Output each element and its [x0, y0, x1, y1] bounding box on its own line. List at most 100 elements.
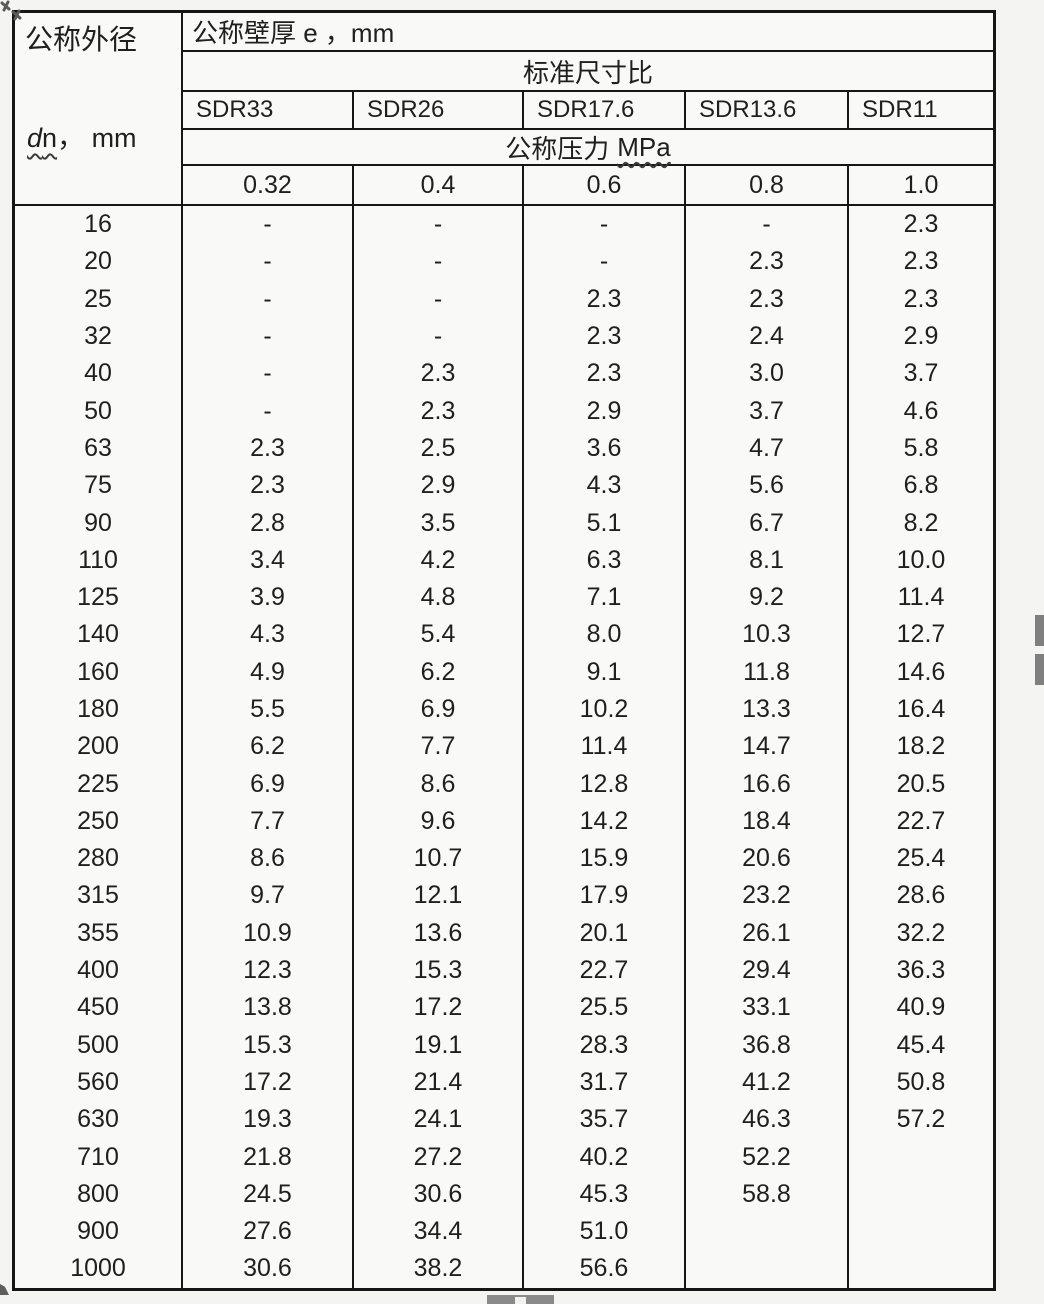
- corner-scribble-artifact: [0, 0, 22, 21]
- diameter-cell: 560: [15, 1063, 183, 1102]
- thickness-cell-sdr13-6: 2.3: [686, 280, 849, 318]
- diameter-cell: 125: [15, 578, 183, 617]
- diameter-cell: 200: [15, 728, 183, 766]
- thickness-cell-sdr13-6: [686, 1250, 849, 1288]
- sdr-group-header: 标准尺寸比: [183, 52, 993, 92]
- diameter-cell: 160: [15, 653, 183, 691]
- thickness-cell-sdr11: 14.6: [896, 657, 946, 686]
- thickness-cell-sdr13-6: 52.2: [686, 1138, 849, 1176]
- thickness-cell-sdr33: 4.3: [183, 616, 354, 654]
- thickness-cell-sdr33: -: [183, 392, 354, 430]
- thickness-cell-sdr11: 36.3: [896, 956, 946, 985]
- thickness-cell-sdr11: 3.7: [903, 359, 939, 388]
- thickness-cell-sdr26: 15.3: [354, 951, 524, 990]
- dn-unit-suffix: ， mm: [57, 123, 137, 153]
- sdr-column-header: SDR13.6: [686, 92, 849, 128]
- table-body: 16 - - - - 2.3 20 - - - 2.3 2.3 25 - - 2…: [15, 206, 993, 1288]
- thickness-cell-sdr13-6: 46.3: [686, 1101, 849, 1139]
- thickness-cell-sdr17-6: 56.6: [524, 1250, 686, 1288]
- diameter-cell: 50: [15, 392, 183, 430]
- thickness-cell-sdr17-6: 5.1: [524, 504, 686, 542]
- bottom-watermark-artifact: [487, 1295, 554, 1304]
- table-row: 710 21.8 27.2 40.2 52.2: [15, 1138, 993, 1176]
- pressure-value-header: 1.0: [903, 170, 939, 199]
- thickness-cell-sdr17-6: 2.3: [524, 317, 686, 356]
- thickness-cell-sdr26: 21.4: [354, 1063, 524, 1102]
- diameter-cell: 16: [15, 206, 183, 244]
- pressure-unit-label: MPa: [617, 131, 671, 162]
- thickness-cell-sdr26: 3.5: [354, 504, 524, 542]
- table-row: 900 27.6 34.4 51.0: [15, 1213, 993, 1251]
- table-row: 140 4.3 5.4 8.0 10.3 12.7: [15, 616, 993, 654]
- thickness-cell-sdr33: -: [183, 206, 354, 244]
- pressure-value-headers: 0.32 0.4 0.6 0.8 1.0: [183, 166, 993, 204]
- thickness-cell-sdr33: 13.8: [183, 989, 354, 1027]
- thickness-cell-sdr13-6: 13.3: [686, 690, 849, 729]
- diameter-cell: 1000: [15, 1250, 183, 1288]
- thickness-cell-sdr17-6: 7.1: [524, 578, 686, 617]
- wall-thickness-header: 公称壁厚 e ，mm: [183, 13, 993, 52]
- thickness-cell-sdr13-6: [686, 1213, 849, 1251]
- thickness-cell-sdr11: 28.6: [896, 881, 946, 910]
- diameter-cell: 75: [15, 467, 183, 505]
- table-row: 200 6.2 7.7 11.4 14.7 18.2: [15, 728, 993, 766]
- thickness-cell-sdr11: [849, 1250, 993, 1287]
- table-row: 125 3.9 4.8 7.1 9.2 11.4: [15, 578, 993, 617]
- table-row: 355 10.9 13.6 20.1 26.1 32.2: [15, 914, 993, 952]
- thickness-cell-sdr11: 32.2: [896, 918, 946, 947]
- wall-thickness-label: 公称壁厚 e ，mm: [192, 18, 395, 48]
- thickness-cell-sdr33: 5.5: [183, 690, 354, 729]
- thickness-cell-sdr13-6: 2.4: [686, 317, 849, 356]
- diameter-cell: 25: [15, 280, 183, 318]
- pressure-label: 公称压力: [505, 133, 610, 164]
- outer-diameter-header-cell: 公称外径 dn， mm: [15, 13, 183, 204]
- pressure-value-header: 0.6: [524, 166, 686, 204]
- table-row: 1000 30.6 38.2 56.6: [15, 1250, 993, 1288]
- thickness-cell-sdr17-6: 40.2: [524, 1138, 686, 1176]
- table-row: 16 - - - - 2.3: [15, 206, 993, 244]
- thickness-cell-sdr17-6: 25.5: [524, 989, 686, 1027]
- thickness-cell-sdr26: 30.6: [354, 1175, 524, 1214]
- diameter-cell: 315: [15, 877, 183, 915]
- thickness-cell-sdr26: 12.1: [354, 877, 524, 915]
- thickness-cell-sdr26: 38.2: [354, 1250, 524, 1288]
- table-row: 32 - - 2.3 2.4 2.9: [15, 317, 993, 356]
- thickness-cell-sdr13-6: 26.1: [686, 914, 849, 952]
- thickness-cell-sdr11: 22.7: [896, 806, 946, 835]
- diameter-cell: 800: [15, 1175, 183, 1214]
- thickness-cell-sdr13-6: 23.2: [686, 877, 849, 915]
- thickness-cell-sdr13-6: 20.6: [686, 840, 849, 878]
- thickness-cell-sdr11: [849, 1176, 993, 1213]
- thickness-cell-sdr17-6: 28.3: [524, 1026, 686, 1064]
- thickness-cell-sdr33: 6.2: [183, 728, 354, 766]
- thickness-cell-sdr33: 2.3: [183, 429, 354, 468]
- thickness-cell-sdr17-6: 12.8: [524, 765, 686, 803]
- thickness-cell-sdr26: 6.2: [354, 653, 524, 691]
- thickness-cell-sdr17-6: 51.0: [524, 1213, 686, 1251]
- thickness-cell-sdr33: 10.9: [183, 914, 354, 952]
- thickness-cell-sdr11: 25.4: [896, 844, 946, 873]
- thickness-cell-sdr13-6: 8.1: [686, 541, 849, 579]
- table-row: 315 9.7 12.1 17.9 23.2 28.6: [15, 877, 993, 915]
- outer-diameter-label: 公称外径: [25, 24, 138, 55]
- thickness-cell-sdr26: 34.4: [354, 1213, 524, 1251]
- sdr-column-header: SDR17.6: [524, 92, 686, 128]
- thickness-cell-sdr17-6: 2.3: [524, 280, 686, 318]
- thickness-cell-sdr13-6: 16.6: [686, 765, 849, 803]
- table-row: 25 - - 2.3 2.3 2.3: [15, 280, 993, 318]
- thickness-cell-sdr26: -: [354, 317, 524, 356]
- thickness-cell-sdr33: 3.9: [183, 578, 354, 617]
- table-row: 250 7.7 9.6 14.2 18.4 22.7: [15, 802, 993, 841]
- thickness-cell-sdr26: 27.2: [354, 1138, 524, 1176]
- thickness-cell-sdr17-6: 4.3: [524, 467, 686, 505]
- thickness-cell-sdr33: 4.9: [183, 653, 354, 691]
- thickness-cell-sdr17-6: 17.9: [524, 877, 686, 915]
- thickness-cell-sdr13-6: 3.7: [686, 392, 849, 430]
- thickness-cell-sdr11: 20.5: [896, 769, 946, 798]
- diameter-cell: 710: [15, 1138, 183, 1176]
- diameter-cell: 32: [15, 317, 183, 356]
- thickness-cell-sdr26: 19.1: [354, 1026, 524, 1064]
- sdr-group-label: 标准尺寸比: [522, 57, 653, 88]
- thickness-cell-sdr11: 8.2: [903, 508, 939, 537]
- thickness-cell-sdr26: 2.5: [354, 429, 524, 468]
